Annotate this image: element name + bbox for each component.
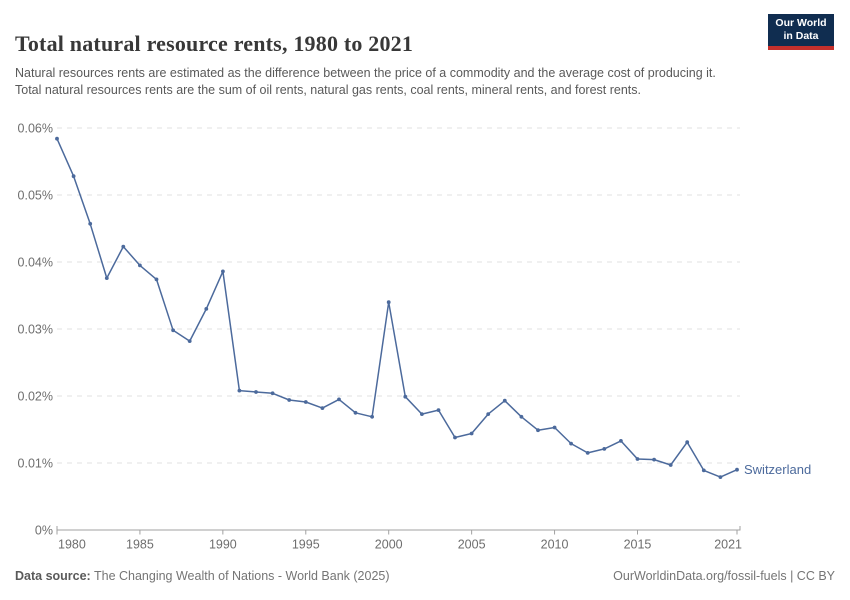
data-point[interactable] [552, 425, 557, 430]
data-point[interactable] [237, 388, 242, 393]
data-point[interactable] [420, 412, 424, 416]
data-point[interactable] [254, 390, 258, 394]
chart-footer: Data source: The Changing Wealth of Nati… [15, 569, 835, 583]
data-point[interactable] [154, 277, 159, 282]
data-point[interactable] [602, 447, 607, 451]
data-point[interactable] [718, 475, 723, 479]
data-point[interactable] [221, 269, 225, 274]
x-tick-label: 2021 [714, 538, 742, 552]
data-point[interactable] [386, 300, 391, 305]
x-axis-line [56, 526, 741, 531]
x-tick-label: 2010 [541, 538, 569, 552]
data-point[interactable] [469, 431, 474, 436]
data-source-note: Data source: The Changing Wealth of Nati… [15, 569, 390, 583]
data-point[interactable] [287, 398, 292, 402]
x-tick-label: 2000 [375, 538, 403, 552]
data-point[interactable] [187, 339, 192, 343]
data-source-value: The Changing Wealth of Nations - World B… [90, 569, 390, 583]
y-tick-label: 0.03% [18, 323, 53, 337]
data-point[interactable] [585, 451, 590, 455]
data-point[interactable] [569, 441, 573, 446]
data-point[interactable] [436, 408, 441, 412]
data-point[interactable] [701, 468, 706, 473]
data-point[interactable] [121, 244, 126, 249]
data-point[interactable] [104, 276, 109, 280]
owid-logo[interactable]: Our World in Data [768, 14, 834, 50]
data-point[interactable] [536, 428, 540, 433]
data-point[interactable] [55, 136, 59, 141]
data-point[interactable] [204, 307, 209, 311]
data-point[interactable] [88, 221, 93, 226]
data-point[interactable] [619, 439, 623, 443]
page-title: Total natural resource rents, 1980 to 20… [15, 30, 414, 56]
x-tick-label: 1985 [126, 538, 154, 552]
data-point[interactable] [320, 406, 325, 410]
data-point[interactable] [270, 391, 275, 396]
data-point[interactable] [668, 463, 673, 467]
data-point[interactable] [519, 414, 524, 419]
data-point[interactable] [337, 397, 341, 402]
series-entity-label[interactable]: Switzerland [744, 462, 811, 477]
x-tick-label: 1990 [209, 538, 237, 552]
data-point[interactable] [403, 394, 408, 399]
data-point[interactable] [303, 400, 308, 404]
y-tick-label: 0.01% [18, 457, 53, 471]
data-point[interactable] [735, 467, 739, 472]
data-point[interactable] [453, 435, 457, 440]
data-point[interactable] [652, 457, 656, 462]
data-point[interactable] [635, 457, 640, 461]
data-point[interactable] [71, 174, 76, 179]
y-tick-label: 0.05% [18, 189, 53, 203]
owid-logo-line1: Our World [775, 17, 827, 29]
x-tick-label: 1995 [292, 538, 320, 552]
chart-subtitle: Natural resources rents are estimated as… [15, 65, 716, 97]
data-point[interactable] [138, 263, 142, 268]
x-tick-label: 1980 [58, 538, 86, 552]
series-line[interactable] [56, 137, 738, 478]
y-tick-label: 0.04% [18, 256, 53, 270]
footer-link[interactable]: OurWorldinData.org/fossil-fuels | CC BY [613, 569, 835, 583]
y-tick-label: 0.02% [18, 390, 53, 404]
data-point[interactable] [353, 410, 358, 415]
data-source-label: Data source: [15, 569, 91, 583]
y-tick-label: 0.06% [18, 122, 53, 136]
data-point[interactable] [502, 398, 507, 403]
data-point[interactable] [685, 440, 690, 445]
x-tick-label: 2005 [458, 538, 486, 552]
data-point[interactable] [370, 414, 374, 419]
data-point[interactable] [171, 328, 176, 333]
owid-logo-line2: in Data [783, 30, 819, 43]
owid-url-link[interactable]: OurWorldinData.org/fossil-fuels | CC BY [613, 569, 835, 583]
data-point[interactable] [486, 412, 491, 416]
x-tick-label: 2015 [624, 538, 652, 552]
y-tick-label: 0% [35, 524, 53, 538]
